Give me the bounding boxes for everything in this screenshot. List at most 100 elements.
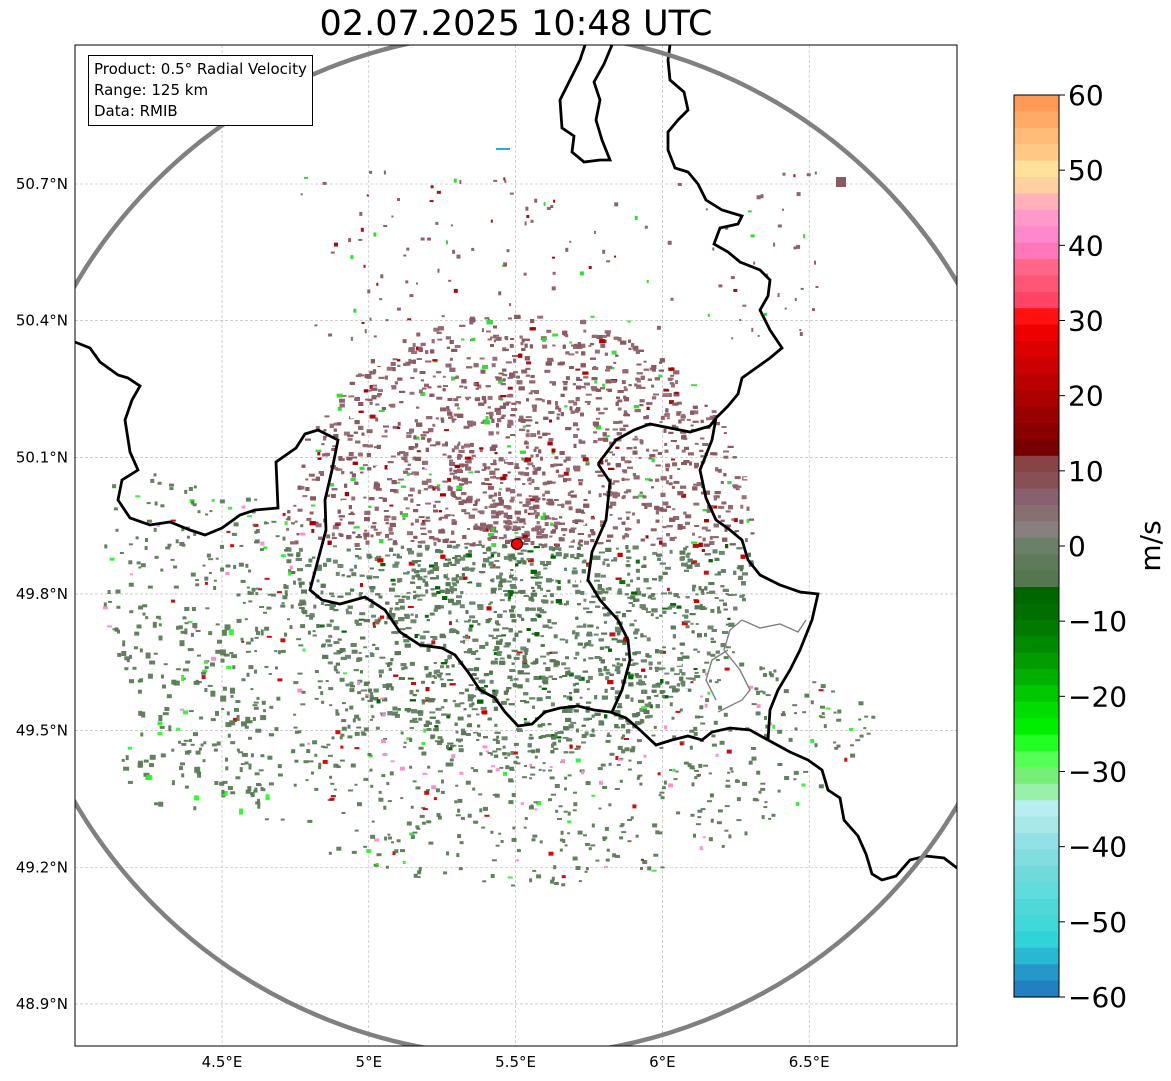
- echo-cell: [660, 650, 666, 654]
- echo-cell: [410, 472, 414, 475]
- echo-cell: [415, 614, 418, 619]
- echo-cell: [426, 647, 431, 652]
- echo-cell: [494, 452, 498, 455]
- echo-cell: [338, 515, 345, 518]
- echo-cell: [556, 586, 561, 591]
- echo-cell: [632, 495, 639, 499]
- echo-cell: [710, 653, 716, 657]
- echo-cell: [445, 336, 451, 340]
- echo-cell: [456, 489, 463, 492]
- echo-cell: [650, 528, 657, 532]
- echo-cell: [518, 471, 523, 475]
- echo-cell: [689, 613, 696, 616]
- echo-cell: [713, 505, 718, 509]
- echo-cell: [540, 456, 543, 461]
- echo-cell: [336, 393, 343, 398]
- echo-cell: [359, 574, 365, 577]
- echo-cell: [547, 400, 552, 405]
- echo-cell: [669, 400, 674, 405]
- echo-cell: [440, 665, 444, 669]
- echo-cell: [630, 579, 634, 583]
- echo-cell: [622, 535, 626, 540]
- echo-cell: [552, 381, 556, 386]
- echo-cell: [421, 701, 425, 705]
- echo-cell: [691, 384, 698, 387]
- echo-cell: [503, 555, 510, 560]
- echo-cell: [391, 516, 397, 521]
- echo-cell: [505, 487, 511, 492]
- echo-cell: [458, 745, 464, 748]
- echo-cell: [370, 589, 375, 593]
- echo-cell: [468, 457, 474, 460]
- echo-cell: [380, 563, 386, 567]
- echo-cell: [594, 579, 600, 582]
- echo-cell: [418, 389, 423, 394]
- echo-cell: [371, 614, 377, 618]
- echo-cell: [482, 527, 489, 532]
- echo-cell: [670, 667, 675, 672]
- echo-cell: [529, 562, 534, 566]
- echo-cell: [501, 736, 508, 741]
- echo-cell: [593, 633, 599, 636]
- echo-cell: [624, 677, 630, 682]
- echo-cell: [375, 647, 380, 651]
- echo-cell: [528, 477, 532, 480]
- echo-cell: [537, 728, 541, 731]
- echo-cell: [664, 566, 671, 570]
- echo-cell: [634, 409, 641, 413]
- echo-cell: [623, 388, 628, 392]
- echo-cell: [606, 332, 611, 337]
- echo-cell: [335, 522, 342, 525]
- echo-cell: [521, 369, 528, 374]
- echo-cell: [450, 491, 456, 496]
- echo-cell: [598, 723, 604, 726]
- echo-cell: [660, 508, 667, 512]
- echo-cell: [376, 555, 382, 559]
- echo-cell: [369, 695, 374, 699]
- echo-cell: [741, 495, 747, 500]
- echo-cell: [389, 587, 395, 592]
- echo-cell: [467, 668, 474, 671]
- echo-cell: [321, 602, 325, 605]
- echo-cell: [550, 553, 554, 557]
- echo-cell: [470, 442, 474, 447]
- echo-cell: [408, 358, 412, 362]
- echo-cell: [677, 524, 683, 529]
- echo-cell: [460, 640, 464, 643]
- echo-cell: [581, 351, 586, 356]
- echo-cell: [681, 621, 688, 626]
- echo-cell: [409, 487, 415, 492]
- echo-cell: [491, 543, 497, 548]
- echo-cell: [345, 608, 349, 612]
- echo-cell: [429, 612, 435, 616]
- echo-cell: [569, 744, 573, 749]
- echo-cell: [387, 538, 393, 541]
- echo-cell: [430, 444, 437, 447]
- echo-cell: [330, 595, 335, 598]
- echo-cell: [624, 460, 631, 464]
- echo-cell: [305, 614, 312, 617]
- echo-cell: [658, 374, 663, 378]
- echo-cell: [654, 693, 659, 697]
- echo-cell: [525, 445, 529, 449]
- echo-cell: [442, 375, 446, 378]
- echo-cell: [469, 322, 474, 325]
- echo-cell: [477, 384, 482, 389]
- echo-cell: [626, 549, 631, 553]
- echo-cell: [665, 463, 671, 468]
- echo-cell: [549, 593, 554, 598]
- echo-cell: [355, 435, 362, 439]
- echo-cell: [578, 509, 584, 513]
- echo-cell: [530, 498, 537, 502]
- echo-cell: [408, 561, 415, 566]
- echo-cell: [429, 711, 436, 714]
- echo-cell: [609, 632, 616, 637]
- echo-cell: [492, 551, 497, 554]
- echo-cell: [619, 580, 626, 585]
- echo-cell: [315, 425, 320, 430]
- echo-cell: [412, 343, 416, 347]
- echo-cell: [516, 375, 521, 379]
- echo-cell: [351, 649, 358, 654]
- echo-cell: [334, 523, 341, 526]
